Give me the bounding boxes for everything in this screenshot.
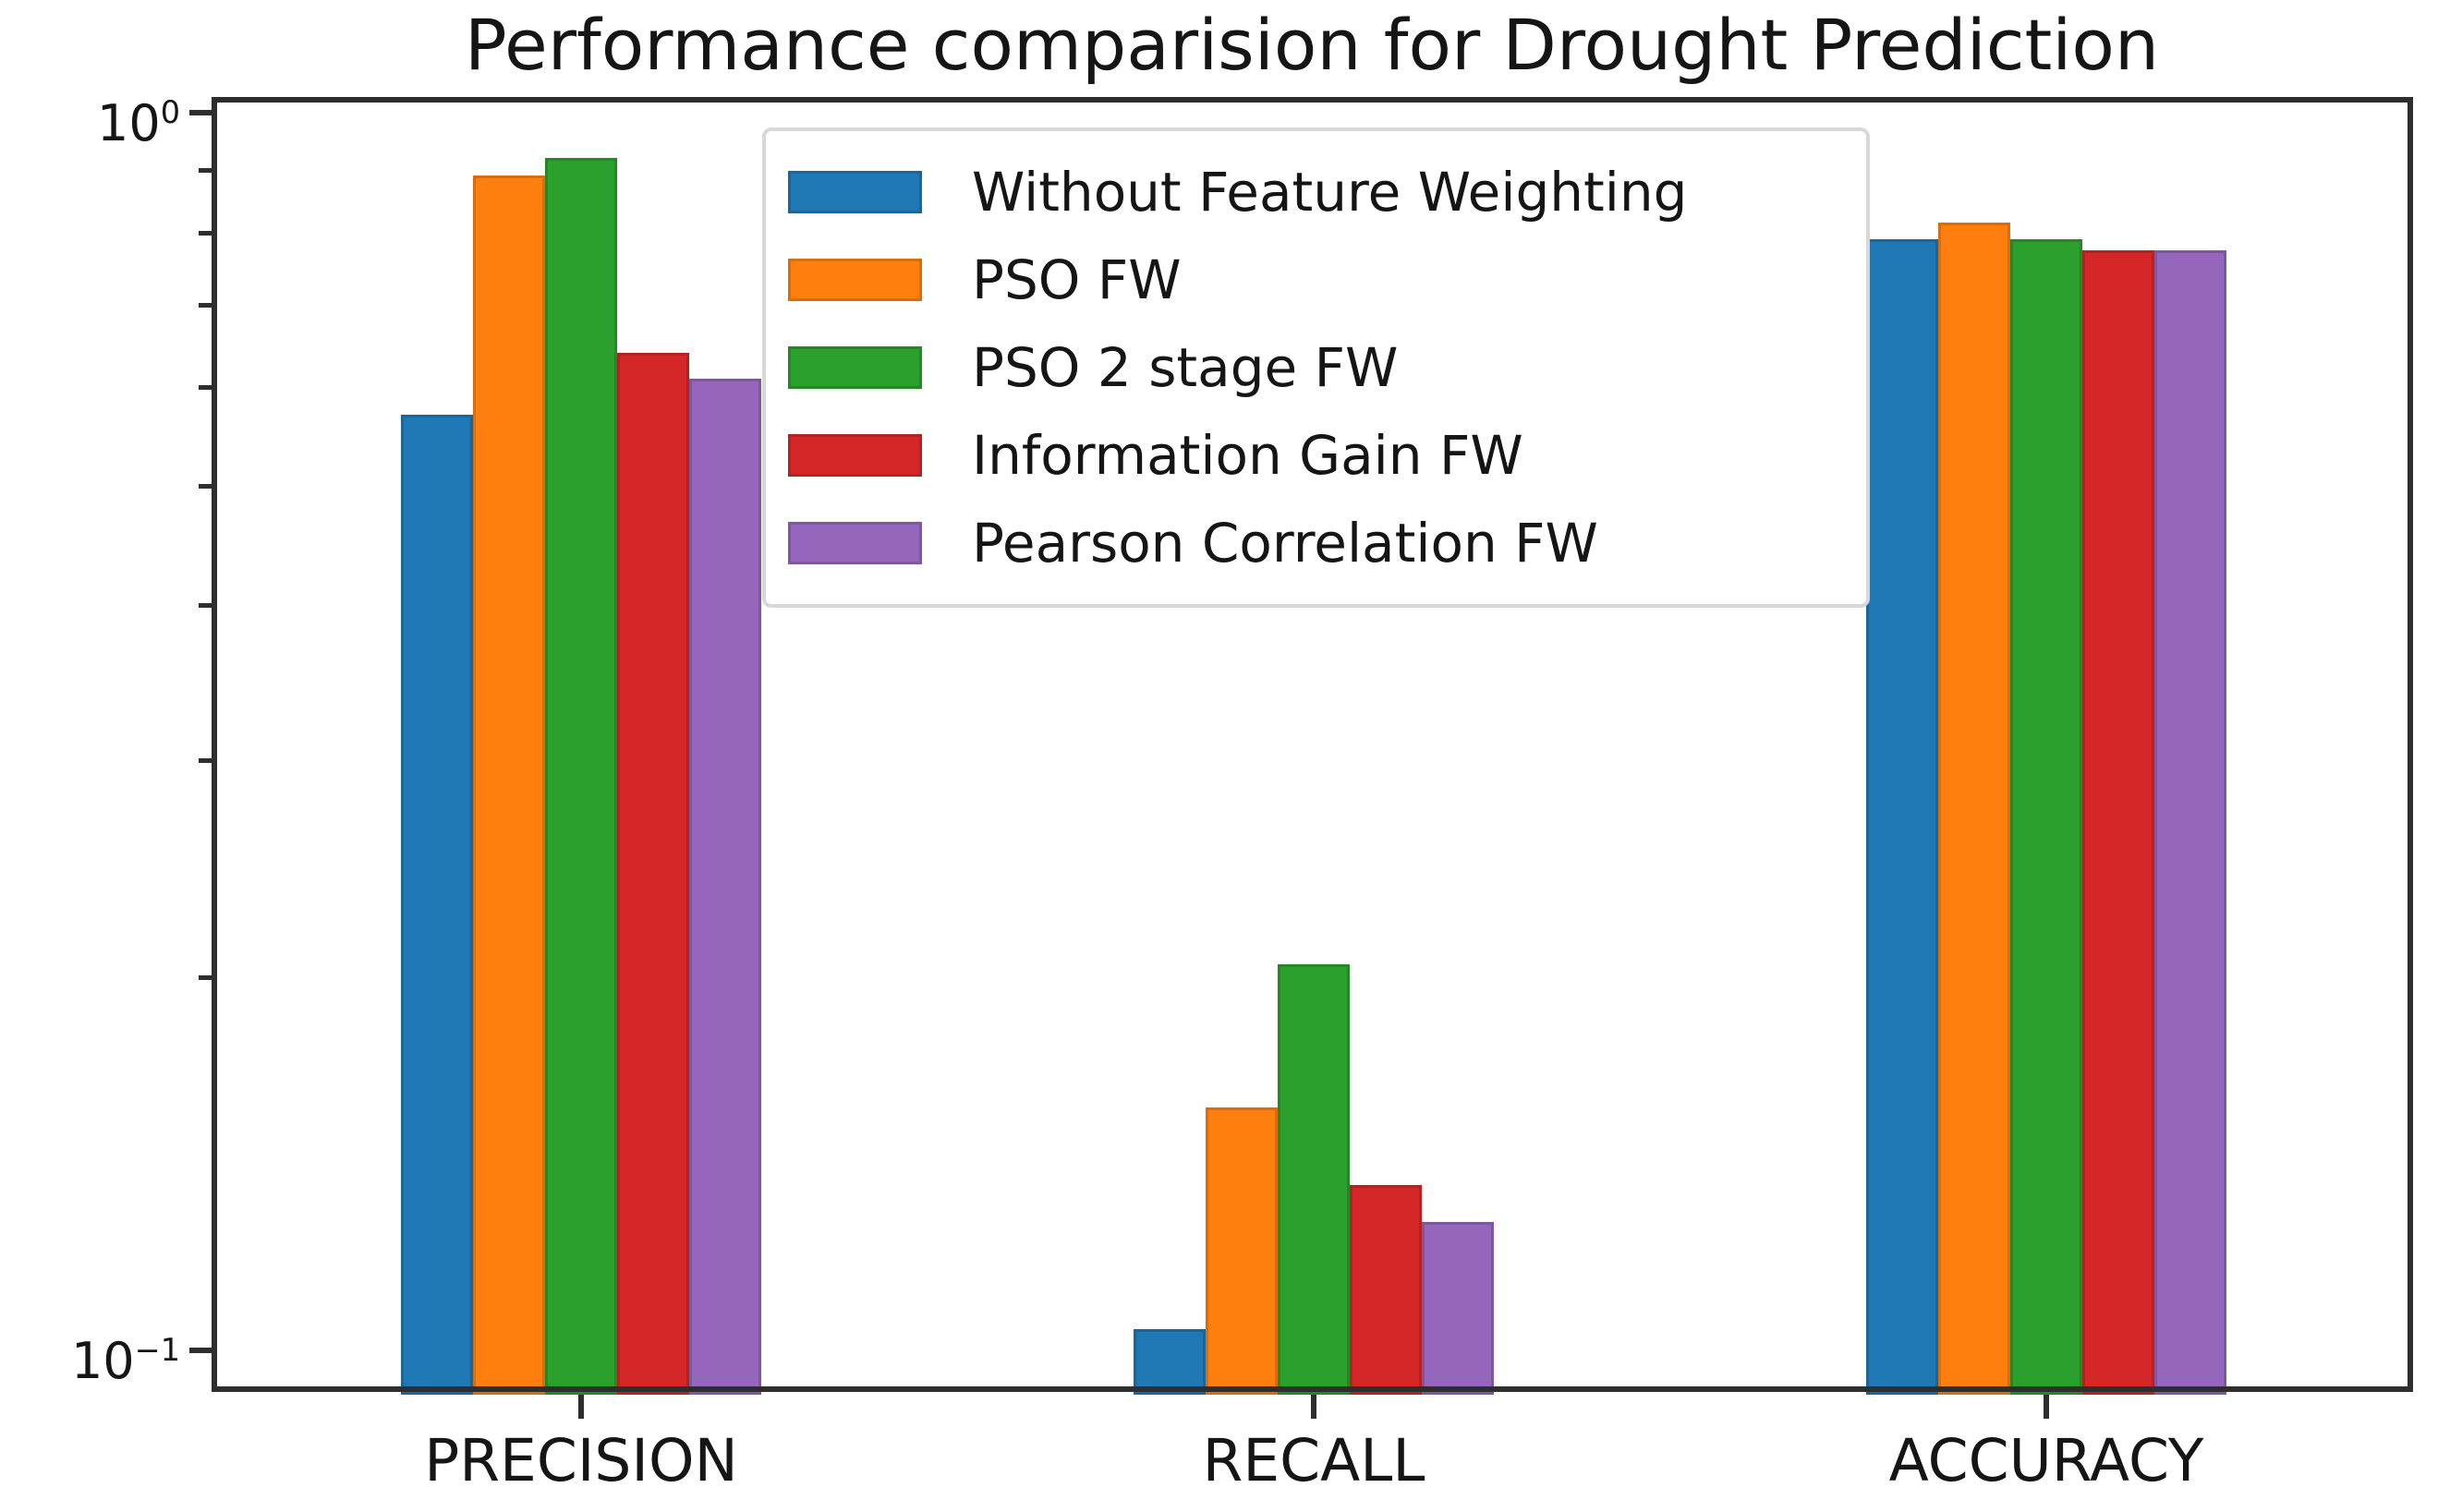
bar-accuracy-pso-fw xyxy=(1938,223,2010,1395)
y-axis-major-tick xyxy=(189,1348,214,1353)
legend-swatch-pso-2-stage-fw xyxy=(788,345,922,389)
y-axis-minor-tick xyxy=(199,758,214,763)
legend-label: Pearson Correlation FW xyxy=(972,512,1598,575)
y-axis-minor-tick xyxy=(199,168,214,173)
bar-accuracy-pearson-correlation-fw xyxy=(2154,250,2226,1395)
bar-precision-pso-fw xyxy=(473,175,545,1395)
bar-recall-information-gain-fw xyxy=(1350,1185,1422,1395)
x-axis-tick xyxy=(1311,1395,1316,1419)
legend-item-pso-fw: PSO FW xyxy=(788,248,1844,311)
x-axis-tick xyxy=(578,1395,584,1419)
legend-swatch-pearson-correlation-fw xyxy=(788,522,922,565)
y-axis-minor-tick xyxy=(199,231,214,236)
bar-precision-pso-2-stage-fw xyxy=(545,158,617,1395)
legend-item-pearson-correlation-fw: Pearson Correlation FW xyxy=(788,512,1844,575)
bar-recall-pso-fw xyxy=(1206,1107,1278,1395)
chart-title: Performance comparision for Drought Pred… xyxy=(464,4,2160,86)
legend-item-information-gain-fw: Information Gain FW xyxy=(788,424,1844,487)
legend-item-pso-2-stage-fw: PSO 2 stage FW xyxy=(788,336,1844,399)
bar-recall-pso-2-stage-fw xyxy=(1278,964,1350,1395)
x-axis-tick-label-accuracy: ACCURACY xyxy=(1888,1427,2204,1494)
legend-item-without-feature-weighting: Without Feature Weighting xyxy=(788,161,1844,224)
y-axis-minor-tick xyxy=(199,603,214,608)
plot-area xyxy=(212,97,2413,1392)
y-axis-tick-label: 10−1 xyxy=(70,1332,180,1390)
bar-recall-without-feature-weighting xyxy=(1134,1329,1206,1395)
bar-recall-pearson-correlation-fw xyxy=(1422,1222,1494,1395)
legend-swatch-without-feature-weighting xyxy=(788,170,922,213)
bar-accuracy-without-feature-weighting xyxy=(1866,239,1938,1395)
x-axis-tick-label-precision: PRECISION xyxy=(424,1427,738,1494)
legend-swatch-pso-fw xyxy=(788,258,922,301)
legend-label: PSO FW xyxy=(972,248,1182,311)
bar-precision-pearson-correlation-fw xyxy=(689,379,761,1395)
x-axis-tick-label-recall: RECALL xyxy=(1202,1427,1425,1494)
legend-label: PSO 2 stage FW xyxy=(972,335,1399,399)
bar-accuracy-information-gain-fw xyxy=(2082,250,2154,1395)
x-axis-tick xyxy=(2044,1395,2049,1419)
y-axis-minor-tick xyxy=(199,484,214,489)
y-axis-tick-label: 100 xyxy=(96,94,180,152)
y-axis-major-tick xyxy=(189,110,214,115)
legend-label: Information Gain FW xyxy=(972,424,1523,488)
bar-accuracy-pso-2-stage-fw xyxy=(2010,239,2082,1395)
legend-box: Without Feature Weighting PSO FW PSO 2 sta… xyxy=(762,127,1870,608)
y-axis-minor-tick xyxy=(199,975,214,980)
bar-precision-without-feature-weighting xyxy=(401,415,473,1395)
y-axis-minor-tick xyxy=(199,385,214,390)
legend-swatch-information-gain-fw xyxy=(788,434,922,478)
legend-label: Without Feature Weighting xyxy=(972,160,1688,224)
bar-precision-information-gain-fw xyxy=(617,353,689,1395)
y-axis-minor-tick xyxy=(199,303,214,308)
